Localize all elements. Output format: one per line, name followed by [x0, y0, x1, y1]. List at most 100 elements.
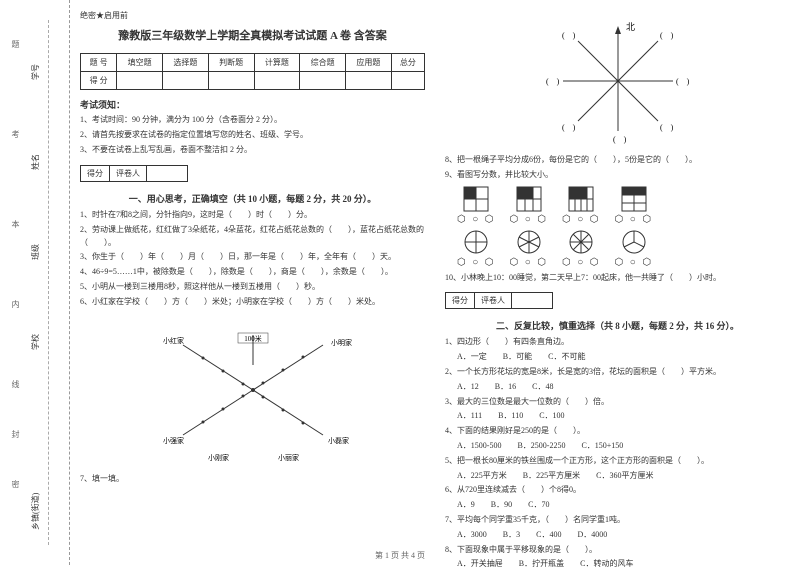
field-class: 班级	[30, 244, 41, 260]
p2q1: 1、四边形（ ）有四条直角边。	[445, 336, 790, 349]
compass-diagram: 北 ( ) ( ) ( ) ( ) ( ) ( ) ( )	[445, 16, 790, 148]
compare-symbols: ⬡ ○ ⬡	[510, 257, 549, 268]
mark-ben: 本	[10, 220, 21, 228]
th-fill: 填空题	[117, 54, 163, 72]
q5: 5、小明从一楼到三楼用8秒，照这样他从一楼到五楼用（ ）秒。	[80, 281, 425, 294]
mark-kao: 考	[10, 130, 21, 138]
label-qiang: 小强家	[163, 436, 184, 445]
compare-symbols: ⬡ ○ ⬡	[457, 257, 496, 268]
p2q1-opts: A．一定 B．可能 C．不可能	[445, 351, 790, 364]
pt-ne: ( )	[660, 31, 674, 40]
right-column: 北 ( ) ( ) ( ) ( ) ( ) ( ) ( ) 8、把一根绳子平均分…	[445, 10, 790, 573]
scale-label: 100米	[244, 334, 262, 343]
q4: 4、46÷9=5……1中，被除数是（ ），除数是（ ），商是（ ），余数是（ ）…	[80, 266, 425, 279]
frac-item: ⬡ ○ ⬡	[615, 229, 654, 268]
compare-symbols: ⬡ ○ ⬡	[615, 257, 654, 268]
p2q4-opts: A．1500-500 B．2500-2250 C．150+150	[445, 440, 790, 453]
q7-block: 7、填一填。	[80, 473, 425, 486]
pt-w: ( )	[546, 77, 560, 86]
secret-mark: 绝密★启用前	[80, 10, 425, 21]
p2q3-opts: A．111 B．110 C．100	[445, 410, 790, 423]
p2q6: 6、从720里连续减去（ ）个8得0。	[445, 484, 790, 497]
label-hong: 小红家	[163, 336, 184, 345]
field-township: 乡镇(街道)	[30, 493, 41, 530]
mark-nei: 内	[10, 300, 21, 308]
compare-symbols: ⬡ ○ ⬡	[457, 214, 496, 225]
exam-title: 豫教版三年级数学上学期全真模拟考试试题 A 卷 含答案	[80, 27, 425, 43]
p2q5: 5、把一根长80厘米的铁丝围成一个正方形，这个正方形的面积是（ ）。	[445, 455, 790, 468]
p2q7-opts: A．3000 B．3 C．400 D．4000	[445, 529, 790, 542]
pt-sw: ( )	[562, 123, 576, 132]
pt-se: ( )	[660, 123, 674, 132]
label-li: 小丽家	[278, 453, 299, 462]
th-total: 总分	[391, 54, 424, 72]
notice-item: 3、不要在试卷上乱写乱画，卷面不整洁扣 2 分。	[80, 144, 425, 156]
field-name: 姓名	[30, 154, 41, 170]
cross-diagram: 100米 小明家 小红家 小强家 小磊家 小刚家 小丽家	[80, 315, 425, 467]
th-app: 应用题	[346, 54, 392, 72]
part-scorebox: 得分 评卷人	[80, 165, 188, 182]
p2q3: 3、最大的三位数是最大一位数的（ ）倍。	[445, 396, 790, 409]
label-gang: 小刚家	[208, 453, 229, 462]
p2q2-opts: A．12 B．16 C．48	[445, 381, 790, 394]
frac-item: ⬡ ○ ⬡	[562, 186, 601, 225]
td-score-label: 得 分	[81, 72, 117, 90]
scorebox-score: 得分	[446, 293, 475, 308]
th-comp: 综合题	[300, 54, 346, 72]
part1-questions-cont: 8、把一根绳子平均分成6份，每份是它的（ ），5份是它的（ ）。 9、看图写分数…	[445, 154, 790, 182]
q10-block: 10、小林晚上10：00睡觉，第二天早上7：00起床，他一共睡了（ ）小时。	[445, 272, 790, 285]
table-row: 题 号 填空题 选择题 判断题 计算题 综合题 应用题 总分	[81, 54, 425, 72]
scorebox-score: 得分	[81, 166, 110, 181]
q10: 10、小林晚上10：00睡觉，第二天早上7：00起床，他一共睡了（ ）小时。	[445, 272, 790, 285]
notice-item: 1、考试时间：90 分钟，满分为 100 分（含卷面分 2 分）。	[80, 114, 425, 126]
pt-s: ( )	[613, 135, 627, 144]
left-column: 绝密★启用前 豫教版三年级数学上学期全真模拟考试试题 A 卷 含答案 题 号 填…	[80, 10, 425, 573]
part2-scorebox: 得分 评卷人	[445, 292, 553, 309]
binding-column: 题 学号 考 姓名 本 班级 内 学校 线 封 密 乡镇(街道)	[0, 0, 70, 565]
q1: 1、时针在7和8之间，分针指向9，这时是（ ）时（ ）分。	[80, 209, 425, 222]
compare-symbols: ⬡ ○ ⬡	[615, 214, 654, 225]
compare-symbols: ⬡ ○ ⬡	[510, 214, 549, 225]
fraction-diagrams: ⬡ ○ ⬡ ⬡ ○ ⬡ ⬡ ○ ⬡ ⬡ ○ ⬡	[457, 186, 790, 225]
th-calc: 计算题	[254, 54, 300, 72]
part1-heading: 一、用心思考，正确填空（共 10 小题，每题 2 分，共 20 分）。	[80, 192, 425, 205]
score-table: 题 号 填空题 选择题 判断题 计算题 综合题 应用题 总分 得 分	[80, 53, 425, 90]
p2q6-opts: A．9 B．90 C．70	[445, 499, 790, 512]
notice-block: 1、考试时间：90 分钟，满分为 100 分（含卷面分 2 分）。 2、请首先按…	[80, 114, 425, 156]
q7: 7、填一填。	[80, 473, 425, 486]
table-row: 得 分	[81, 72, 425, 90]
scorebox-grader: 评卷人	[475, 293, 512, 308]
fraction-diagrams-2: ⬡ ○ ⬡ ⬡ ○ ⬡ ⬡ ○ ⬡ ⬡ ○ ⬡	[457, 229, 790, 268]
q2: 2、劳动课上做纸花，红红做了3朵纸花，4朵蓝花，红花占纸花总数的（ ），蓝花占纸…	[80, 224, 425, 250]
field-student-id: 学号	[30, 64, 41, 80]
page-content: 绝密★启用前 豫教版三年级数学上学期全真模拟考试试题 A 卷 含答案 题 号 填…	[80, 10, 790, 573]
p2q5-opts: A．225平方米 B．225平方厘米 C．360平方厘米	[445, 470, 790, 483]
north-label: 北	[626, 22, 635, 32]
th-judge: 判断题	[208, 54, 254, 72]
pt-e: ( )	[676, 77, 690, 86]
frac-item: ⬡ ○ ⬡	[457, 186, 496, 225]
q3: 3、你生于（ ）年（ ）月（ ）日，那一年是（ ）年，全年有（ ）天。	[80, 251, 425, 264]
frac-item: ⬡ ○ ⬡	[510, 229, 549, 268]
mark-feng: 封	[10, 430, 21, 438]
page-footer: 第 1 页 共 4 页	[0, 550, 800, 561]
th-num: 题 号	[81, 54, 117, 72]
mark-mi: 密	[10, 480, 21, 488]
p2q4: 4、下面的结果刚好是250的是（ ）。	[445, 425, 790, 438]
field-school: 学校	[30, 334, 41, 350]
compass-svg: 北 ( ) ( ) ( ) ( ) ( ) ( ) ( )	[538, 16, 698, 146]
notice-item: 2、请首先按要求在试卷的指定位置填写您的姓名、班级、学号。	[80, 129, 425, 141]
part2-questions: 1、四边形（ ）有四条直角边。 A．一定 B．可能 C．不可能 2、一个长方形花…	[445, 336, 790, 571]
compare-symbols: ⬡ ○ ⬡	[562, 257, 601, 268]
p2q2: 2、一个长方形花坛的宽是8米，长是宽的3倍，花坛的面积是（ ）平方米。	[445, 366, 790, 379]
q9: 9、看图写分数，并比较大小。	[445, 169, 790, 182]
frac-item: ⬡ ○ ⬡	[615, 186, 654, 225]
pt-nw: ( )	[562, 31, 576, 40]
label-ming: 小明家	[331, 338, 352, 347]
frac-item: ⬡ ○ ⬡	[562, 229, 601, 268]
dashed-fold-line	[48, 20, 49, 545]
frac-item: ⬡ ○ ⬡	[457, 229, 496, 268]
label-lei: 小磊家	[328, 436, 349, 445]
frac-item: ⬡ ○ ⬡	[510, 186, 549, 225]
mark-xian: 线	[10, 380, 21, 388]
